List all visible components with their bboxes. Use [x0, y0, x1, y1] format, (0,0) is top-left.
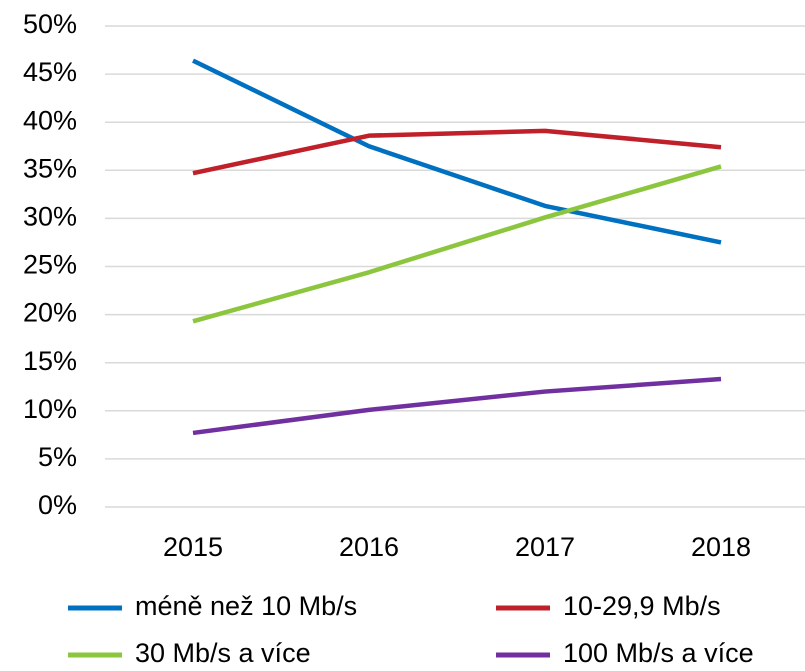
series-line — [192, 128, 722, 176]
series-line — [192, 376, 722, 436]
y-tick-label: 45% — [23, 57, 77, 87]
y-tick-label: 40% — [23, 105, 77, 135]
y-tick-label: 15% — [23, 346, 77, 376]
legend-label: 100 Mb/s a více — [563, 638, 754, 668]
x-tick-label: 2018 — [691, 532, 751, 562]
y-tick-label: 0% — [38, 490, 77, 520]
y-tick-label: 35% — [23, 153, 77, 183]
y-tick-label: 5% — [38, 442, 77, 472]
y-tick-label: 50% — [23, 9, 77, 39]
y-tick-label: 30% — [23, 202, 77, 232]
x-tick-label: 2017 — [515, 532, 575, 562]
series-line — [192, 58, 722, 245]
legend-label: 10-29,9 Mb/s — [563, 591, 721, 621]
series-line — [192, 164, 722, 324]
legend-label: méně než 10 Mb/s — [135, 591, 357, 621]
legend-label: 30 Mb/s a více — [135, 638, 311, 668]
y-tick-label: 20% — [23, 298, 77, 328]
x-tick-label: 2016 — [339, 532, 399, 562]
x-tick-label: 2015 — [163, 532, 223, 562]
y-tick-label: 25% — [23, 250, 77, 280]
y-tick-label: 10% — [23, 394, 77, 424]
